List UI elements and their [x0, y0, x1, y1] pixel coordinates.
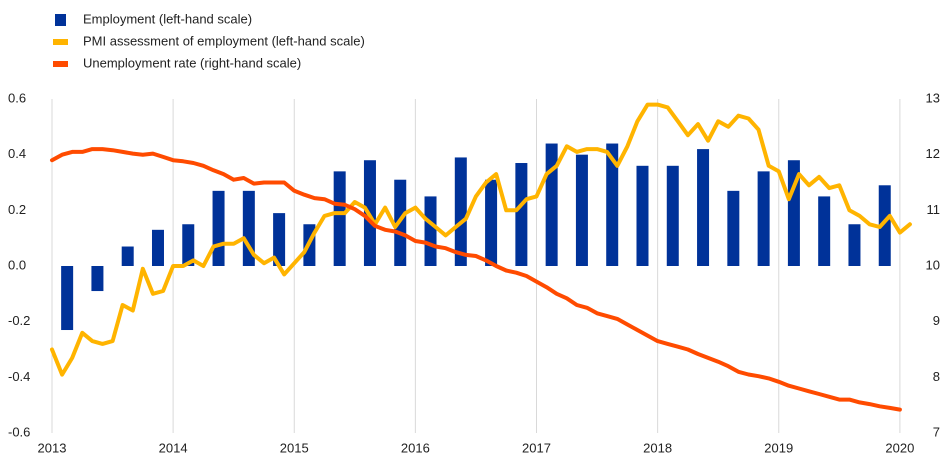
x-tick-label: 2020: [885, 440, 914, 455]
y2-tick-label: 13: [926, 90, 940, 105]
bar: [878, 185, 891, 266]
bar: [697, 149, 710, 266]
bar: [151, 229, 164, 266]
x-tick-label: 2016: [401, 440, 430, 455]
bar: [636, 165, 649, 266]
x-tick-label: 2017: [522, 440, 551, 455]
legend-swatch: [53, 61, 68, 67]
bar: [757, 171, 770, 266]
bar: [121, 246, 134, 266]
x-tick-label: 2014: [159, 440, 188, 455]
y-tick-label: 0.2: [8, 202, 26, 217]
bar: [545, 143, 558, 266]
bar: [91, 266, 104, 292]
bar: [575, 154, 588, 266]
bar: [787, 160, 800, 266]
bar: [333, 171, 346, 266]
y-tick-label: 0.6: [8, 90, 26, 105]
bar: [424, 196, 437, 266]
bar: [727, 190, 740, 266]
x-tick-label: 2019: [764, 440, 793, 455]
bar: [273, 213, 286, 266]
legend-swatch: [55, 14, 66, 26]
bar: [848, 224, 861, 266]
bar: [454, 157, 467, 266]
y2-tick-label: 12: [926, 146, 940, 161]
bar: [242, 190, 255, 266]
y-tick-label: 0.0: [8, 257, 26, 272]
y-tick-label: -0.6: [8, 424, 30, 439]
x-tick-label: 2015: [280, 440, 309, 455]
bar: [606, 143, 619, 266]
y-tick-label: 0.4: [8, 146, 26, 161]
bar: [515, 163, 528, 266]
bar: [818, 196, 831, 266]
bar: [485, 179, 498, 266]
y-tick-label: -0.2: [8, 313, 30, 328]
y2-tick-label: 9: [933, 313, 940, 328]
y-tick-label: -0.4: [8, 369, 30, 384]
line: [50, 102, 912, 377]
bar: [61, 266, 74, 331]
y2-tick-label: 11: [927, 202, 941, 217]
x-tick-label: 2013: [38, 440, 67, 455]
bar: [182, 224, 195, 266]
legend-swatch: [53, 39, 68, 45]
bar: [212, 190, 225, 266]
y2-tick-label: 7: [933, 424, 940, 439]
y2-tick-label: 8: [933, 369, 940, 384]
bar: [666, 165, 679, 266]
line: [50, 147, 902, 412]
y2-tick-label: 10: [926, 257, 940, 272]
legend-label: Employment (left-hand scale): [83, 11, 252, 26]
legend-label: PMI assessment of employment (left-hand …: [83, 33, 365, 48]
legend-label: Unemployment rate (right-hand scale): [83, 55, 301, 70]
x-tick-label: 2018: [643, 440, 672, 455]
